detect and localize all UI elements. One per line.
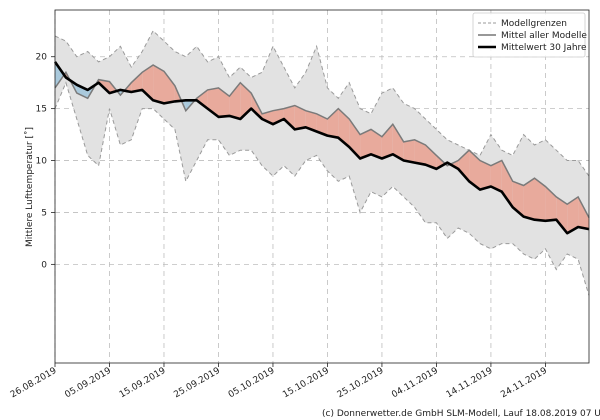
anomaly-segment bbox=[436, 155, 446, 169]
y-tick-label: 5 bbox=[41, 208, 47, 218]
anomaly-segment bbox=[523, 178, 535, 220]
anomaly-segment bbox=[480, 160, 491, 190]
anomaly-segment bbox=[262, 110, 273, 125]
x-tick-label: 26.08.2019 bbox=[9, 366, 59, 401]
anomaly-segment bbox=[153, 65, 164, 104]
x-tick-label: 14.11.2019 bbox=[445, 366, 495, 401]
anomaly-segment bbox=[218, 87, 230, 117]
model-mean-line bbox=[54, 64, 590, 218]
anomaly-segment bbox=[381, 124, 393, 159]
anomaly-segment bbox=[567, 196, 579, 234]
anomaly-segment bbox=[469, 150, 480, 190]
model-upper-bound-line bbox=[54, 29, 590, 177]
x-tick-label: 05.10.2019 bbox=[227, 366, 277, 401]
model-range-band bbox=[55, 30, 589, 296]
model-lower-bound-line bbox=[54, 81, 590, 296]
anomaly-segment bbox=[327, 108, 339, 138]
anomaly-segment bbox=[403, 139, 415, 163]
anomaly-segment bbox=[556, 196, 568, 234]
x-tick-label: 15.09.2019 bbox=[118, 366, 168, 401]
anomaly-segment bbox=[283, 105, 295, 130]
x-tick-label: 25.09.2019 bbox=[172, 366, 222, 401]
y-axis-title: Mittlere Lufttemperatur [˚] bbox=[24, 127, 35, 247]
anomaly-segment bbox=[164, 71, 175, 104]
legend: Modellgrenzen Mittel aller Modelle Mitte… bbox=[472, 12, 587, 58]
anomaly-segment bbox=[229, 82, 241, 119]
x-axis: 26.08.2019 05.09.2019 15.09.2019 25.09.2019… bbox=[9, 363, 549, 400]
anomaly-segment bbox=[316, 113, 328, 136]
series-lines bbox=[53, 29, 590, 296]
anomaly-segment bbox=[490, 160, 502, 192]
anomaly-segment bbox=[425, 145, 437, 169]
y-tick-label: 20 bbox=[36, 53, 48, 63]
anomaly-segment bbox=[338, 108, 350, 147]
anomaly-segment bbox=[360, 129, 371, 159]
anomaly-segment bbox=[294, 105, 306, 130]
anomaly-segment bbox=[305, 110, 317, 132]
x-tick-label: 15.10.2019 bbox=[281, 366, 331, 401]
anomaly-segment bbox=[512, 181, 524, 217]
anomaly-segment bbox=[196, 89, 208, 109]
anomaly-segment bbox=[414, 139, 426, 165]
y-tick-label: 0 bbox=[41, 260, 47, 270]
anomaly-segment bbox=[392, 124, 404, 161]
y-tick-label: 15 bbox=[36, 105, 47, 115]
anomaly-segment bbox=[578, 196, 589, 230]
legend-label-model-range: Modellgrenzen bbox=[501, 19, 567, 29]
x-tick-label: 04.11.2019 bbox=[390, 366, 440, 401]
plot-frame bbox=[54, 9, 590, 364]
y-axis: 0 5 10 15 20 bbox=[36, 53, 55, 270]
climate-mean-line bbox=[53, 61, 590, 235]
anomaly-segment bbox=[131, 72, 143, 92]
model-range-area bbox=[55, 30, 589, 296]
x-tick-label: 24.11.2019 bbox=[499, 366, 549, 401]
y-tick-label: 10 bbox=[36, 157, 48, 167]
legend-box bbox=[472, 12, 586, 58]
footer-credit: (c) Donnerwetter.de GmbH SLM-Modell, Lau… bbox=[322, 409, 600, 419]
x-tick-label: 05.09.2019 bbox=[63, 366, 113, 401]
legend-label-climate-mean: Mittelwert 30 Jahre bbox=[501, 43, 587, 53]
anomaly-segment bbox=[76, 84, 88, 99]
anomaly-segment bbox=[371, 129, 382, 159]
anomaly-segment bbox=[501, 160, 513, 208]
anomaly-segment bbox=[534, 178, 546, 221]
x-tick-label: 25.10.2019 bbox=[336, 366, 386, 401]
anomaly-segment bbox=[55, 61, 65, 88]
legend-label-model-mean: Mittel aller Modelle bbox=[501, 31, 587, 41]
